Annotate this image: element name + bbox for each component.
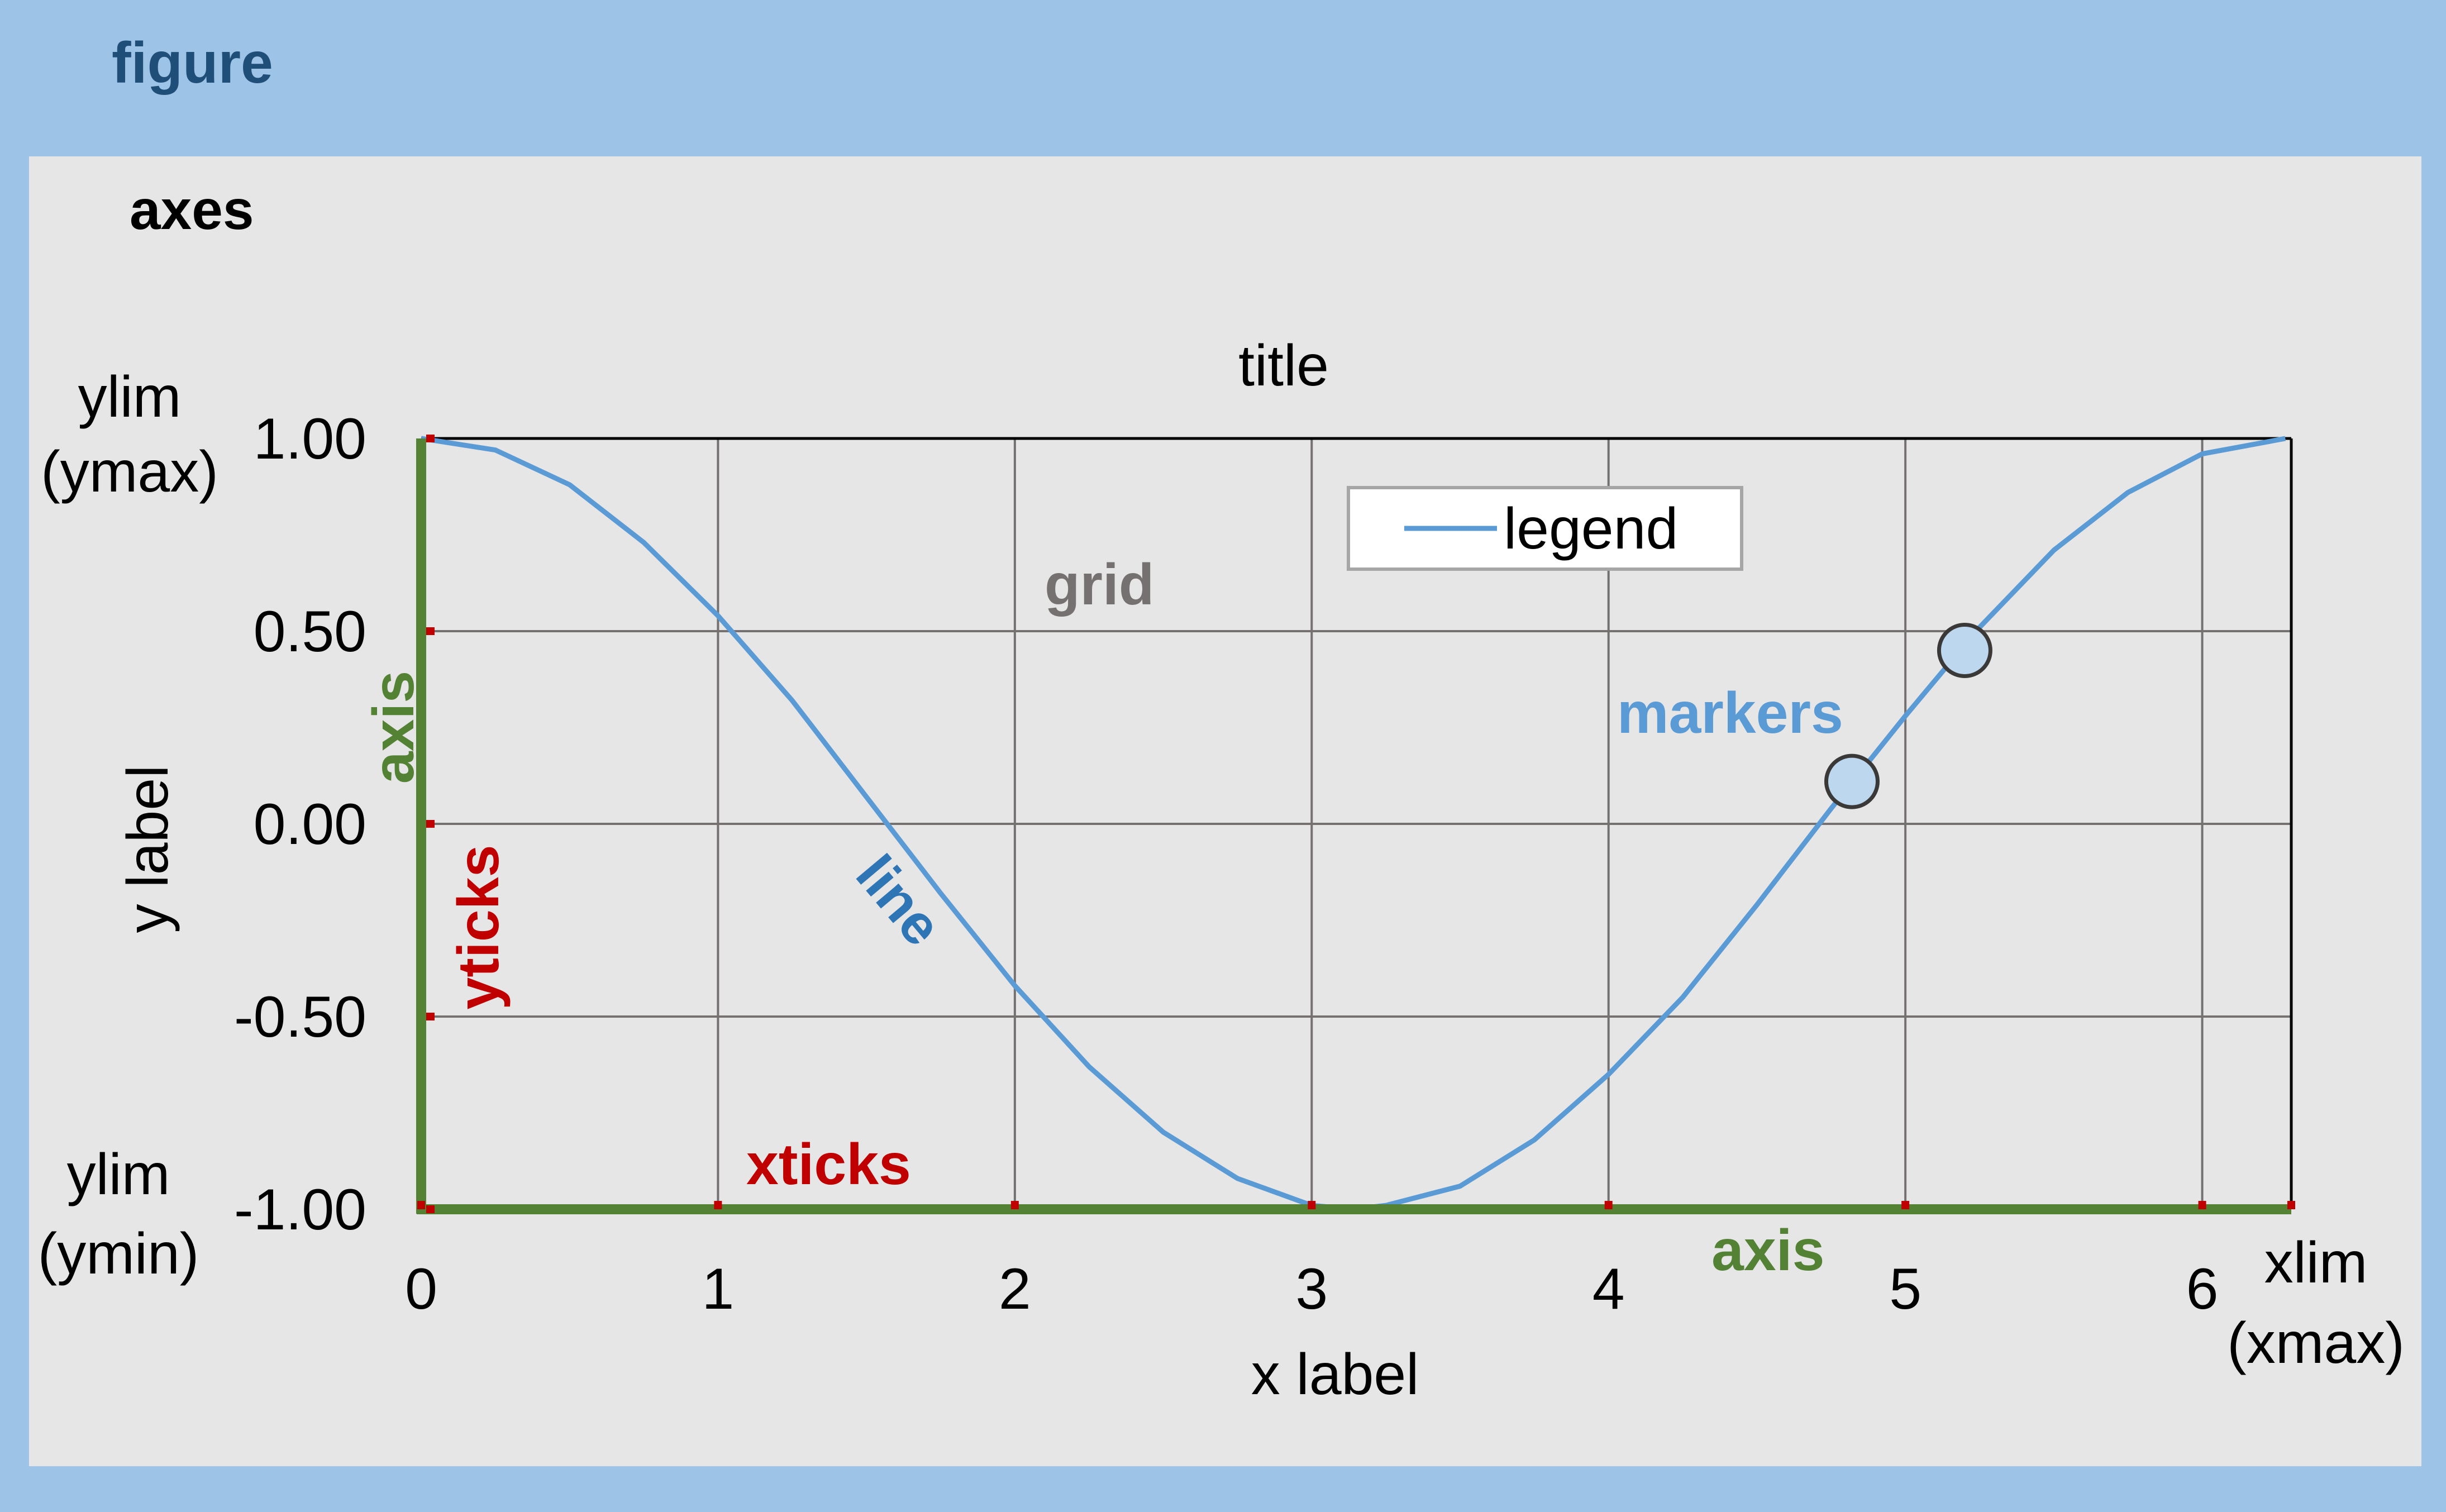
axes-label: axes — [130, 179, 254, 241]
x-tick-mark-end — [2287, 1201, 2295, 1209]
legend-box: legend — [1347, 486, 1743, 571]
x-tick-label: 2 — [999, 1257, 1031, 1322]
x-tick-mark — [417, 1201, 425, 1209]
markers-annotation: markers — [1617, 681, 1843, 746]
x-tick-mark — [1010, 1201, 1019, 1209]
ylim-ymin-label-line1: ylim — [67, 1142, 170, 1207]
y-axis-annotation: axis — [361, 671, 426, 784]
x-tick-label: 4 — [1592, 1257, 1625, 1322]
figure-label: figure — [112, 31, 273, 96]
y-tick-label: 0.50 — [254, 599, 366, 664]
grid-annotation: grid — [1045, 552, 1154, 617]
xlim-xmax-label-line2: (xmax) — [2227, 1311, 2405, 1376]
x-tick-mark — [714, 1201, 722, 1209]
y-tick-mark — [426, 1205, 435, 1213]
x-tick-mark — [1604, 1201, 1613, 1209]
y-axis-label: y label — [116, 765, 180, 933]
y-tick-mark — [426, 627, 435, 635]
axis-spines — [416, 438, 2291, 1214]
data-marker — [1824, 753, 1880, 809]
x-tick-mark — [1901, 1201, 1910, 1209]
x-tick-label: 5 — [1889, 1257, 1921, 1322]
ylim-ymin-label-line2: (ymin) — [38, 1222, 199, 1286]
tick-marks — [417, 435, 2295, 1213]
xticks-annotation: xticks — [746, 1132, 911, 1197]
data-marker — [1937, 623, 1992, 678]
y-tick-mark — [426, 820, 435, 828]
y-tick-label: -0.50 — [234, 985, 366, 1050]
x-tick-mark — [1308, 1201, 1316, 1209]
y-tick-label: 1.00 — [254, 407, 366, 471]
y-tick-mark — [426, 1013, 435, 1020]
x-axis-label: x label — [1251, 1342, 1419, 1407]
y-tick-label: 0.00 — [254, 792, 366, 857]
yticks-annotation: yticks — [446, 845, 511, 1010]
y-tick-mark — [426, 435, 435, 442]
tick-labels: 0 1 2 3 4 5 6 1.00 0.50 0.00 -0.50 -1.00 — [234, 407, 2219, 1322]
x-tick-label: 3 — [1295, 1257, 1328, 1322]
x-tick-label: 1 — [702, 1257, 735, 1322]
markers-layer — [1824, 623, 1992, 809]
ylim-ymax-label-line2: (ymax) — [41, 440, 218, 504]
y-tick-label: -1.00 — [234, 1177, 366, 1242]
xlim-xmax-label-line1: xlim — [2264, 1230, 2368, 1295]
x-tick-label: 6 — [2186, 1257, 2219, 1322]
axes-background — [29, 156, 2421, 1466]
x-tick-label: 0 — [405, 1257, 437, 1322]
ylim-ymax-label-line1: ylim — [78, 365, 182, 430]
x-axis-annotation: axis — [1711, 1218, 1824, 1283]
chart-title: title — [1238, 333, 1329, 398]
legend-entry-label: legend — [1504, 497, 1678, 561]
x-tick-mark — [2198, 1201, 2206, 1209]
plot-frame — [421, 437, 2293, 1209]
